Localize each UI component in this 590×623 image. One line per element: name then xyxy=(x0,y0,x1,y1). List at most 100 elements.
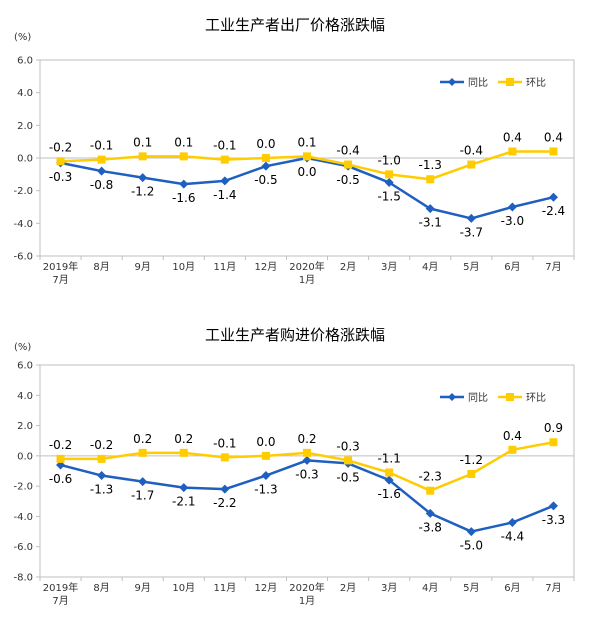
chart2-ytick-label: 4.0 xyxy=(17,391,33,402)
chart1-series-2-data-label: 0.1 xyxy=(174,135,193,149)
chart2-series-1-point xyxy=(179,483,189,493)
chart1-xtick-label: 12月 xyxy=(255,261,278,273)
chart1-xtick-label: 8月 xyxy=(93,261,109,273)
chart2-series-1-data-label: -1.3 xyxy=(90,483,113,497)
chart1-series-1-data-label: -0.8 xyxy=(90,178,113,192)
chart2-ytick-label: -4.0 xyxy=(13,512,33,523)
chart2-series-2-point xyxy=(467,470,476,479)
chart2-series-2-point xyxy=(344,456,353,465)
chart2-series-2-data-label: 0.4 xyxy=(503,429,522,443)
chart1-series-1-point xyxy=(466,213,476,223)
chart1-ytick-label: 6.0 xyxy=(17,56,33,67)
chart2-series-2-point xyxy=(179,448,188,457)
chart1-series-1-data-label: -0.5 xyxy=(254,173,277,187)
chart2-series-2-data-label: -0.1 xyxy=(213,436,236,450)
chart2-xtick-label: 9月 xyxy=(135,582,151,594)
chart1-series-1-point xyxy=(507,202,517,212)
chart1-series-2-point xyxy=(508,147,517,156)
chart1-series-2-point xyxy=(344,160,353,169)
chart1-series-2-data-label: -0.1 xyxy=(90,139,113,153)
chart2-series-1-data-label: -4.4 xyxy=(501,529,524,543)
chart2-series-1-data-label: -0.5 xyxy=(336,470,359,484)
chart1-xtick-label: 11月 xyxy=(213,261,236,273)
chart1-series-2-data-label: -1.0 xyxy=(377,153,400,167)
chart2-series-1-point xyxy=(548,501,558,511)
chart1-ytick-label: 0.0 xyxy=(17,154,33,165)
chart2-series-1-point xyxy=(302,455,312,465)
chart1-series-2-point xyxy=(549,147,558,156)
chart1-series-2-data-label: -1.3 xyxy=(419,158,442,172)
chart2-series-2-data-label: 0.2 xyxy=(174,432,193,446)
chart2-series-2-data-label: -1.1 xyxy=(377,452,400,466)
chart1-ytick-label: 2.0 xyxy=(17,121,33,132)
chart1-series-1-data-label: -1.4 xyxy=(213,188,236,202)
chart2-xtick-label: 7月 xyxy=(52,595,68,607)
chart2-xtick-label: 8月 xyxy=(93,582,109,594)
chart1-series-1-point xyxy=(138,173,148,183)
chart1-xtick-label: 3月 xyxy=(381,261,397,273)
chart1-series-2-data-label: 0.1 xyxy=(297,135,316,149)
chart1-series-1-data-label: -1.5 xyxy=(377,190,400,204)
chart1-series-2-point xyxy=(261,154,270,162)
chart2-series-2-data-label: -0.2 xyxy=(49,438,72,452)
chart1-series-1-data-label: -1.2 xyxy=(131,185,154,199)
chart2-series-1-data-label: -2.1 xyxy=(172,495,195,509)
chart2-ytick-label: -8.0 xyxy=(13,573,33,584)
chart2-series-1-point xyxy=(507,517,517,527)
chart2-title: 工业生产者购进价格涨跌幅 xyxy=(205,326,385,344)
chart2-series-2-point xyxy=(97,454,106,463)
chart1-series-1-data-label: -1.6 xyxy=(172,191,195,205)
chart1-unit-label: (%) xyxy=(14,32,31,43)
chart1-xtick-label: 1月 xyxy=(299,274,315,286)
chart1-series-1-data-label: -3.0 xyxy=(501,214,524,228)
chart1-series-1-point xyxy=(179,179,189,189)
chart2-xtick-label: 11月 xyxy=(213,582,236,594)
chart2-series-2-point xyxy=(220,453,229,462)
chart1-series-2-data-label: -0.1 xyxy=(213,139,236,153)
chart2-series-1-point xyxy=(384,475,394,485)
chart2-ytick-label: -6.0 xyxy=(13,542,33,553)
chart1-series-2-data-label: 0.1 xyxy=(133,135,152,149)
chart2-series-1-point xyxy=(261,471,271,481)
chart1-legend-label-2: 环比 xyxy=(526,77,546,89)
chart1-series-2-data-label: 0.4 xyxy=(544,130,563,144)
chart2-legend-label-1: 同比 xyxy=(468,392,488,404)
chart2-ytick-label: 0.0 xyxy=(17,451,33,462)
chart2-series-2-point xyxy=(426,486,435,495)
chart1-xtick-label: 5月 xyxy=(463,261,479,273)
chart2-series-2-point xyxy=(549,438,558,447)
chart1-xtick-label: 2020年 xyxy=(289,260,324,273)
chart2-unit-label: (%) xyxy=(14,342,31,353)
chart2-series-2-point xyxy=(56,454,65,463)
chart1-xtick-label: 7月 xyxy=(52,274,68,286)
chart2-xtick-label: 4月 xyxy=(422,582,438,594)
chart1-series-1-data-label: -3.7 xyxy=(460,225,483,239)
chart2-legend-label-2: 环比 xyxy=(526,392,546,404)
chart2-series-2-data-label: -1.2 xyxy=(460,453,483,467)
chart1-series-2-data-label: -0.2 xyxy=(49,140,72,154)
chart2-series-2-point xyxy=(385,468,394,477)
chart1-series-1-data-label: -3.1 xyxy=(419,216,442,230)
chart2-series-2-data-label: -0.3 xyxy=(336,439,359,453)
chart1-series-2-point xyxy=(138,152,147,161)
chart1-title: 工业生产者出厂价格涨跌幅 xyxy=(205,16,385,34)
chart2-ytick-label: 2.0 xyxy=(17,421,33,432)
chart1-series-1-point xyxy=(425,204,435,214)
chart2-xtick-label: 2019年 xyxy=(43,581,78,594)
chart2-series-1-data-label: -1.6 xyxy=(377,487,400,501)
chart2-series-2-point xyxy=(138,448,147,457)
chart2-series-2-data-label: -0.2 xyxy=(90,438,113,452)
chart2-series-1-data-label: -2.2 xyxy=(213,496,236,510)
chart2-series-2-data-label: 0.9 xyxy=(544,421,563,435)
chart2-series-2-data-label: 0.2 xyxy=(133,432,152,446)
chart1-series-2-point xyxy=(97,155,106,164)
chart1-series-2-point xyxy=(385,170,394,179)
chart2-series-1-point xyxy=(466,527,476,537)
chart1-series-2-point xyxy=(303,152,311,161)
chart2-series-2-point xyxy=(508,445,517,454)
chart1-ytick-label: -4.0 xyxy=(13,219,33,230)
chart2-xtick-label: 10月 xyxy=(172,582,195,594)
chart2-xtick-label: 3月 xyxy=(381,582,397,594)
